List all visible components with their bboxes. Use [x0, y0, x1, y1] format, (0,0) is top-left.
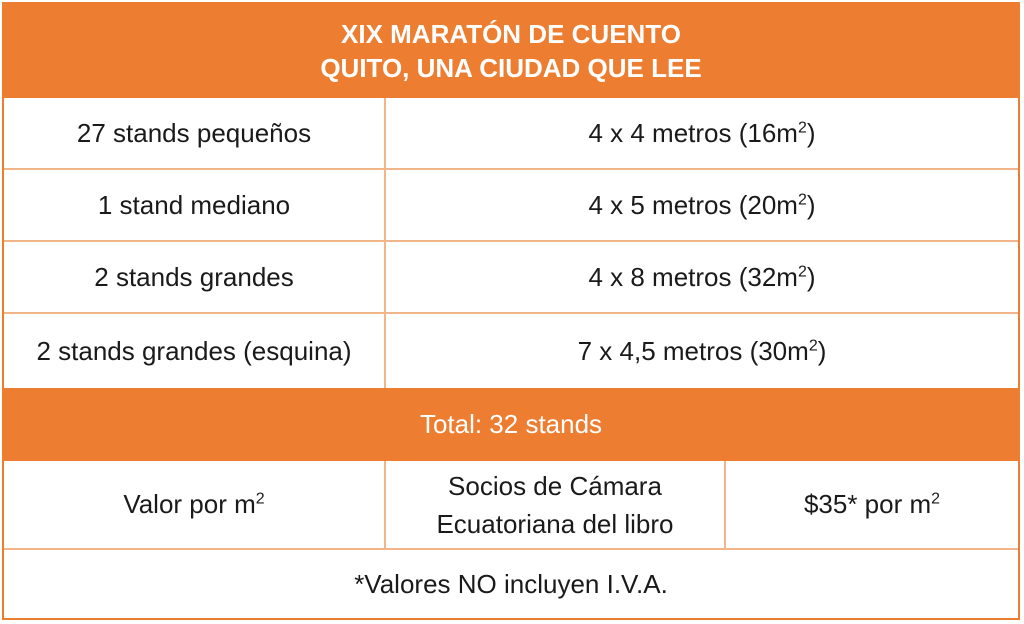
stand-count-cell: 1 stand mediano: [4, 170, 386, 240]
stand-count: 27 stands pequeños: [76, 117, 312, 148]
price-label: Valor por m2: [123, 489, 265, 519]
table-row: 2 stands grandes (esquina) 7 x 4,5 metro…: [4, 314, 1018, 388]
stand-size-cell: 4 x 8 metros (32m2): [386, 242, 1018, 312]
title-band: XIX MARATÓN DE CUENTO QUITO, UNA CIUDAD …: [4, 4, 1018, 98]
price-value: $35* por m2: [803, 489, 941, 519]
tax-note-text: *Valores NO incluyen I.V.A.: [354, 568, 668, 599]
stand-count: 1 stand mediano: [97, 189, 291, 220]
members-label: Socios de Cámara Ecuatoriana del libro: [436, 470, 674, 539]
table-row: 1 stand mediano 4 x 5 metros (20m2): [4, 170, 1018, 242]
title-line-2: QUITO, UNA CIUDAD QUE LEE: [320, 53, 702, 83]
price-value-cell: $35* por m2: [726, 461, 1018, 548]
stand-size-cell: 7 x 4,5 metros (30m2): [386, 314, 1018, 388]
stand-count: 2 stands grandes (esquina): [36, 335, 352, 366]
total-band: Total: 32 stands: [4, 388, 1018, 461]
stand-count-cell: 2 stands grandes: [4, 242, 386, 312]
stand-size: 4 x 5 metros (20m2): [588, 189, 816, 220]
members-cell: Socios de Cámara Ecuatoriana del libro: [386, 461, 726, 548]
stand-count-cell: 27 stands pequeños: [4, 98, 386, 168]
tax-note: *Valores NO incluyen I.V.A.: [4, 550, 1018, 618]
title-line-1: XIX MARATÓN DE CUENTO: [341, 19, 681, 49]
stand-size: 7 x 4,5 metros (30m2): [577, 335, 827, 366]
stand-size-cell: 4 x 4 metros (16m2): [386, 98, 1018, 168]
total-label: Total: 32 stands: [419, 409, 603, 439]
price-label-cell: Valor por m2: [4, 461, 386, 548]
stand-size-cell: 4 x 5 metros (20m2): [386, 170, 1018, 240]
stand-count-cell: 2 stands grandes (esquina): [4, 314, 386, 388]
table-row: 27 stands pequeños 4 x 4 metros (16m2): [4, 98, 1018, 170]
stand-count: 2 stands grandes: [94, 261, 294, 292]
stand-size: 4 x 8 metros (32m2): [588, 261, 816, 292]
table-row: 2 stands grandes 4 x 8 metros (32m2): [4, 242, 1018, 314]
pricing-row: Valor por m2 Socios de Cámara Ecuatoriana…: [4, 461, 1018, 550]
stand-size: 4 x 4 metros (16m2): [588, 117, 816, 148]
